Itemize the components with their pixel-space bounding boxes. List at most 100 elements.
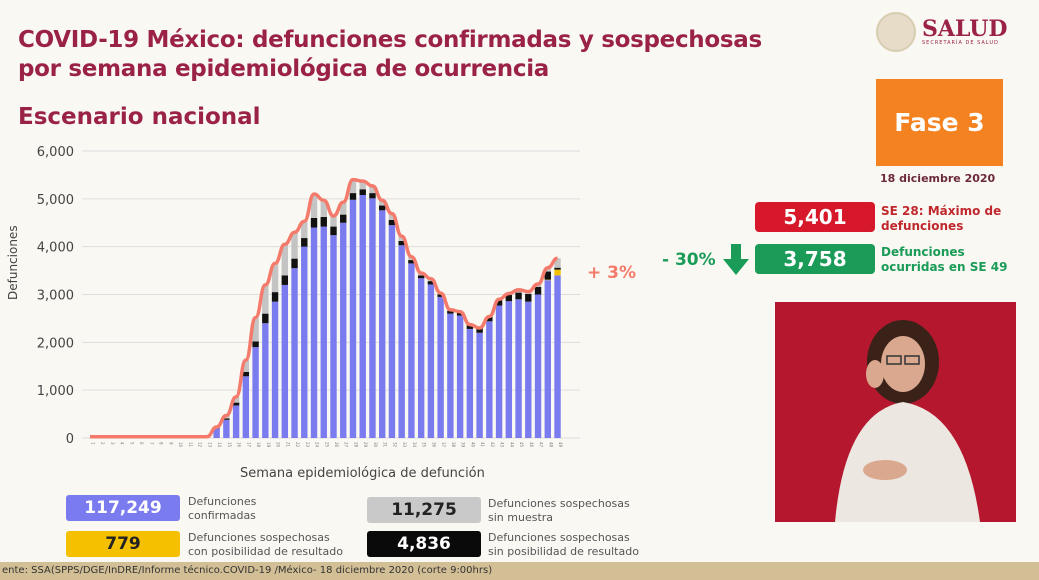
bar-segment [340, 202, 347, 215]
bar-segment [271, 263, 279, 293]
x-tick-label: 9 [168, 442, 173, 445]
sign-language-interpreter-video [775, 302, 1016, 522]
bar-segment [223, 418, 230, 420]
bar-segment [213, 428, 220, 438]
legend-confirmed-label: Defunciones confirmadas [188, 495, 257, 522]
x-tick-label: 19 [266, 442, 271, 448]
bar-segment [330, 235, 337, 438]
bar-segment [447, 310, 454, 314]
x-tick-label: 23 [305, 442, 310, 448]
bar-segment [437, 296, 444, 438]
bar-segment [408, 263, 415, 438]
bar-segment [242, 371, 250, 377]
bar-segment [388, 219, 396, 226]
x-tick-label: 26 [334, 442, 339, 448]
bar-segment [320, 226, 327, 438]
bar-segment [271, 301, 279, 438]
y-tick-label: 0 [66, 432, 74, 447]
legend-possible-result-label: Defunciones sospechosas con posibilidad d… [188, 531, 343, 558]
y-tick-label: 5,000 [37, 193, 74, 208]
x-tick-label: 49 [558, 442, 563, 448]
bar-segment [340, 222, 347, 438]
bar-segment [242, 376, 250, 438]
bar-segment [330, 216, 337, 227]
x-tick-label: 4 [120, 442, 125, 445]
y-tick-label: 4,000 [37, 241, 74, 256]
y-tick-label: 3,000 [37, 289, 74, 304]
bar-segment [232, 405, 240, 438]
current-deaths-value: 3,758 [755, 244, 875, 274]
x-tick-label: 25 [324, 442, 329, 448]
y-axis-label: Defunciones [6, 225, 20, 300]
bar-segment [427, 281, 435, 285]
bar-segment [476, 328, 483, 333]
bar-segment [427, 284, 435, 438]
bar-segment [320, 200, 327, 218]
legend-no-sample-label: Defunciones sospechosas sin muestra [488, 497, 630, 524]
bar-segment [388, 213, 396, 220]
bar-segment [398, 245, 405, 438]
bar-segment [310, 194, 318, 218]
x-tick-label: 10 [178, 442, 183, 448]
bar-segment [515, 292, 522, 300]
bar-segment [525, 301, 532, 438]
x-tick-label: 20 [276, 442, 281, 448]
bar-segment [417, 278, 425, 438]
bar-segment [349, 199, 357, 438]
bar-segment [369, 198, 376, 438]
bar-segment [262, 313, 269, 324]
bar-segment [379, 210, 386, 438]
x-tick-label: 28 [353, 442, 358, 448]
bar-segment [291, 268, 298, 438]
x-tick-label: 5 [129, 442, 134, 445]
y-tick-label: 1,000 [37, 384, 74, 399]
bar-segment [554, 275, 561, 438]
bar-segment [271, 292, 279, 302]
y-tick-label: 6,000 [37, 145, 74, 160]
bar-segment [262, 284, 269, 314]
bar-segment [301, 246, 308, 438]
bar-segment [340, 214, 347, 223]
legend-confirmed-value: 117,249 [66, 495, 180, 521]
x-tick-label: 47 [539, 442, 544, 448]
report-date: 18 diciembre 2020 [880, 172, 996, 185]
bar-segment [330, 226, 337, 236]
logo-text: SALUD [922, 16, 1008, 42]
bar-segment [505, 301, 513, 438]
bar-segment [466, 325, 474, 329]
bar-segment [281, 244, 288, 276]
bar-segment [369, 185, 376, 194]
bar-segment [447, 313, 454, 438]
bar-segment [310, 227, 318, 438]
x-tick-label: 7 [149, 442, 154, 445]
x-tick-label: 42 [490, 442, 495, 448]
x-tick-label: 45 [519, 442, 524, 448]
bar-segment [359, 181, 366, 190]
bar-segment [398, 236, 405, 241]
x-tick-label: 22 [295, 442, 300, 448]
x-tick-label: 14 [217, 442, 222, 448]
bar-segment [223, 419, 230, 438]
bar-segment [554, 258, 561, 268]
bar-segment [252, 341, 259, 348]
bar-segment [505, 294, 513, 302]
x-tick-label: 24 [315, 442, 320, 448]
bar-segment [369, 193, 376, 199]
x-tick-label: 21 [285, 442, 290, 448]
fase-badge: Fase 3 [876, 79, 1003, 166]
x-tick-label: 36 [431, 442, 436, 448]
x-tick-label: 6 [139, 442, 144, 445]
bar-segment [554, 267, 561, 270]
x-tick-label: 40 [470, 442, 475, 448]
bar-segment [252, 347, 259, 438]
bar-segment [544, 280, 551, 438]
x-tick-label: 12 [198, 442, 203, 448]
legend-possible-result-value: 779 [66, 531, 180, 557]
legend-no-result-label: Defunciones sospechosas sin posibilidad d… [488, 531, 639, 558]
current-deaths-label: Defunciones ocurridas en SE 49 [881, 245, 1008, 274]
bar-segment [349, 193, 357, 200]
bar-segment [262, 323, 269, 438]
scenario-subtitle: Escenario nacional [18, 104, 261, 130]
x-tick-label: 15 [227, 442, 232, 448]
